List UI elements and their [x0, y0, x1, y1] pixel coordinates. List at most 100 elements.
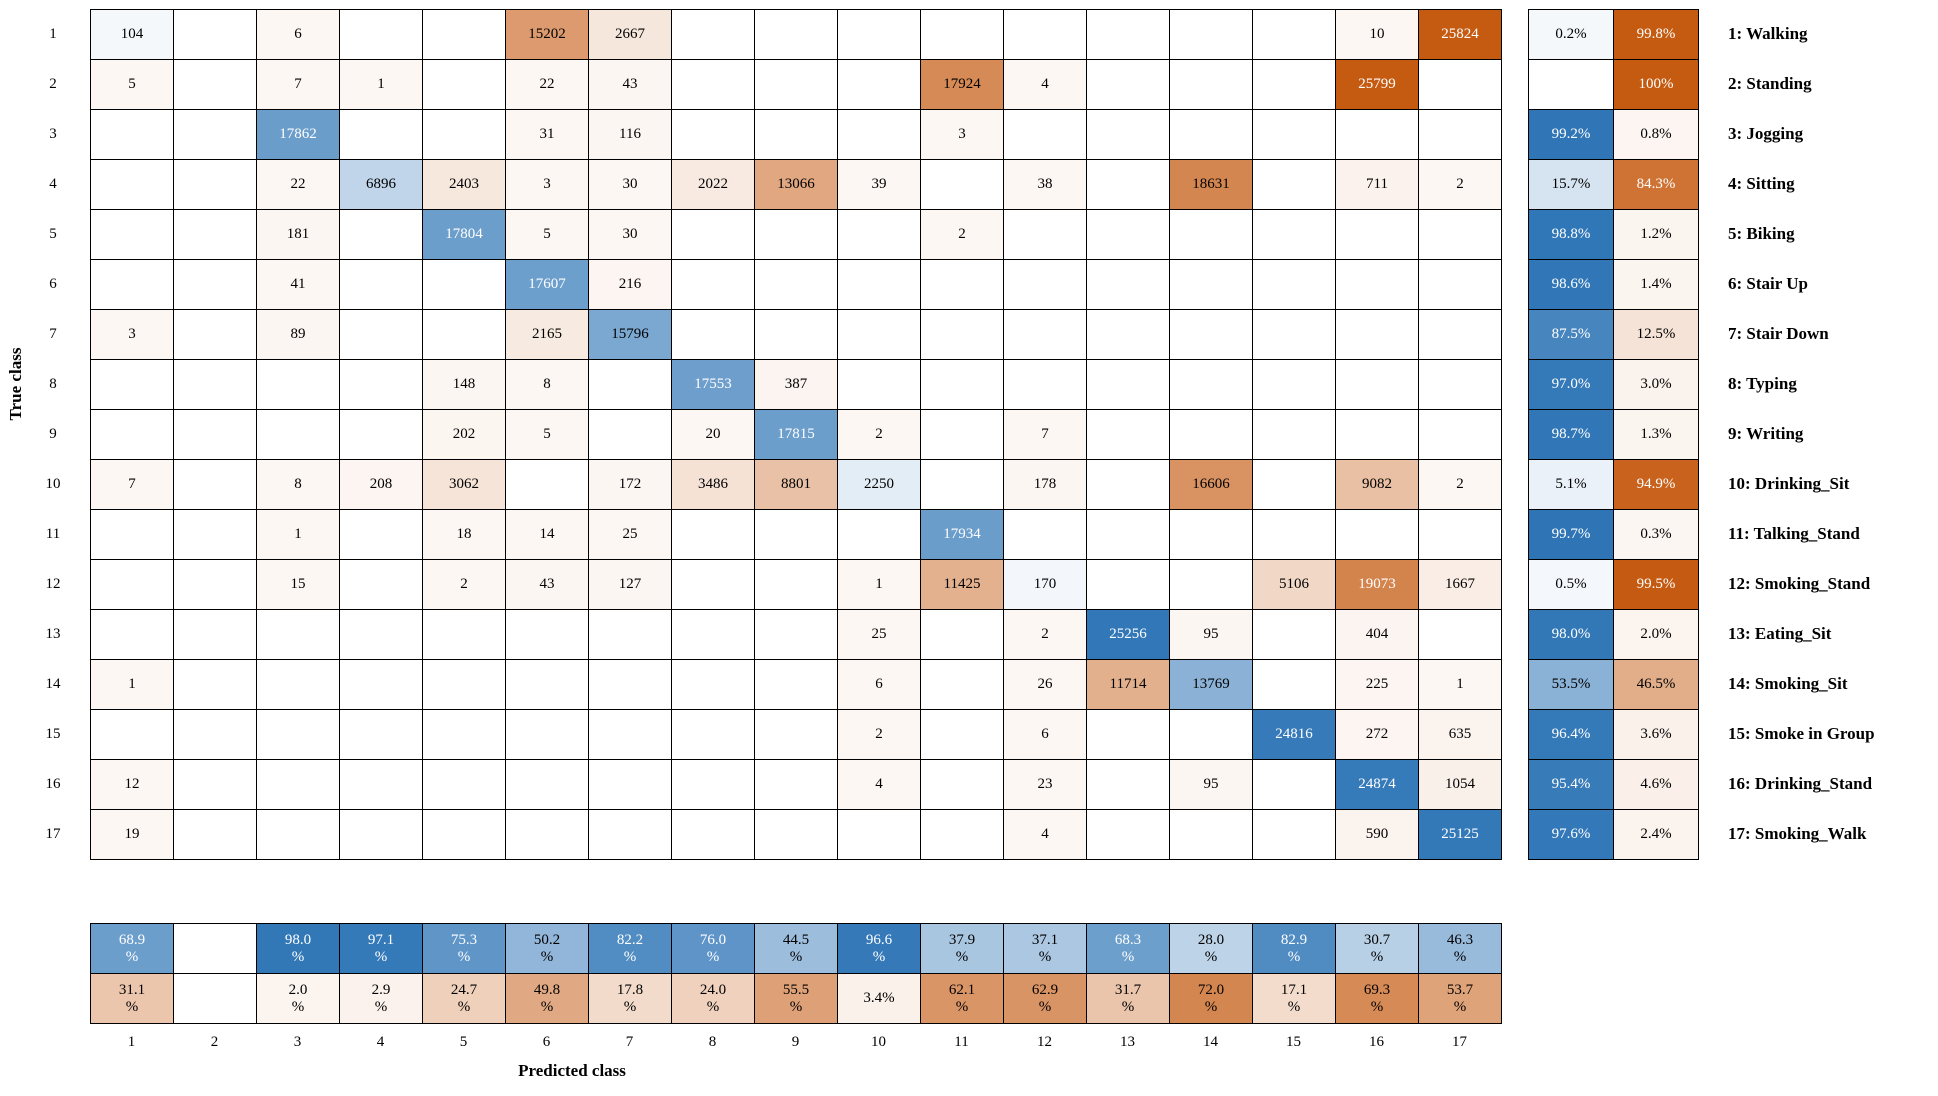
row-summary-cell: 12.5%: [1614, 310, 1699, 360]
matrix-cell: [1087, 560, 1170, 610]
matrix-cell: [672, 260, 755, 310]
matrix-cell: [1253, 10, 1336, 60]
col-summary-cell: 75.3 %: [423, 924, 506, 974]
matrix-cell: [340, 610, 423, 660]
matrix-cell: [423, 60, 506, 110]
col-summary-cell: 24.0 %: [672, 974, 755, 1024]
col-tick-label: 3: [293, 1033, 302, 1050]
row-tick-label: 3: [49, 125, 57, 142]
matrix-cell: [755, 10, 838, 60]
matrix-cell: 6: [838, 660, 921, 710]
matrix-cell: 2: [1004, 610, 1087, 660]
row-summary-cell: 98.0%: [1529, 610, 1614, 660]
legend-item: 16: Drinking_Stand: [1728, 774, 1873, 793]
matrix-cell: 2: [1419, 160, 1502, 210]
matrix-cell: 22: [257, 160, 340, 210]
col-tick-label: 17: [1452, 1033, 1467, 1050]
matrix-cell: 20: [672, 410, 755, 460]
matrix-cell: [174, 260, 257, 310]
matrix-cell: [1336, 260, 1419, 310]
col-summary-cell: 62.1 %: [921, 974, 1004, 1024]
matrix-cell: 1: [838, 560, 921, 610]
matrix-cell: 12: [91, 760, 174, 810]
col-summary-cell: 46.3 %: [1419, 924, 1502, 974]
matrix-cell: [1087, 310, 1170, 360]
matrix-cell: [838, 60, 921, 110]
col-summary-cell: 49.8 %: [506, 974, 589, 1024]
class-legend: 1: Walking 2: Standing 3: Jogging 4: Sittin…: [1728, 9, 1875, 859]
matrix-cell: [1004, 260, 1087, 310]
matrix-cell: [340, 410, 423, 460]
matrix-cell: [672, 310, 755, 360]
row-summary-cell: 0.3%: [1614, 510, 1699, 560]
matrix-cell: 404: [1336, 610, 1419, 660]
matrix-cell: [1170, 10, 1253, 60]
matrix-cell: [340, 710, 423, 760]
matrix-cell: [1004, 310, 1087, 360]
matrix-cell: [1170, 110, 1253, 160]
matrix-cell: [91, 360, 174, 410]
matrix-cell: [672, 760, 755, 810]
matrix-cell: [589, 810, 672, 860]
matrix-cell: 2: [838, 710, 921, 760]
row-summary-cell: 46.5%: [1614, 660, 1699, 710]
matrix-cell: 25: [838, 610, 921, 660]
matrix-cell: 30: [589, 160, 672, 210]
matrix-cell: [506, 610, 589, 660]
matrix-cell: [257, 710, 340, 760]
col-tick-label: 11: [954, 1033, 969, 1050]
matrix-cell: [1004, 110, 1087, 160]
matrix-cell: [1004, 10, 1087, 60]
col-tick-label: 4: [376, 1033, 385, 1050]
matrix-cell: [174, 110, 257, 160]
matrix-cell: 5: [506, 410, 589, 460]
matrix-cell: [257, 410, 340, 460]
matrix-cell: [91, 610, 174, 660]
matrix-cell: [1170, 210, 1253, 260]
matrix-cell: [1170, 260, 1253, 310]
col-summary-cell: 24.7 %: [423, 974, 506, 1024]
matrix-cell: 1054: [1419, 760, 1502, 810]
matrix-cell: [1336, 410, 1419, 460]
matrix-cell: 24874: [1336, 760, 1419, 810]
matrix-cell: 11714: [1087, 660, 1170, 710]
legend-item: 11: Talking_Stand: [1728, 524, 1860, 543]
matrix-cell: 5106: [1253, 560, 1336, 610]
row-summary-cell: 97.6%: [1529, 810, 1614, 860]
matrix-cell: [423, 660, 506, 710]
row-summary-cell: 97.0%: [1529, 360, 1614, 410]
matrix-cell: [1170, 710, 1253, 760]
matrix-cell: [838, 210, 921, 260]
legend-item: 4: Sitting: [1728, 174, 1795, 193]
matrix-cell: [589, 610, 672, 660]
matrix-cell: 11425: [921, 560, 1004, 610]
col-summary-cell: 2.0 %: [257, 974, 340, 1024]
matrix-cell: [755, 510, 838, 560]
matrix-cell: [506, 660, 589, 710]
matrix-cell: 1: [257, 510, 340, 560]
matrix-cell: [257, 610, 340, 660]
matrix-cell: [1253, 110, 1336, 160]
matrix-cell: [1087, 10, 1170, 60]
row-summary-cell: 4.6%: [1614, 760, 1699, 810]
col-summary-cell: 31.1 %: [91, 974, 174, 1024]
matrix-cell: [340, 10, 423, 60]
matrix-cell: [1170, 810, 1253, 860]
matrix-cell: [1087, 210, 1170, 260]
matrix-cell: [1087, 360, 1170, 410]
legend-item: 7: Stair Down: [1728, 324, 1829, 343]
matrix-cell: [921, 660, 1004, 710]
matrix-cell: [1087, 810, 1170, 860]
matrix-cell: 4: [1004, 810, 1087, 860]
matrix-cell: 104: [91, 10, 174, 60]
row-tick-label: 10: [45, 475, 61, 492]
matrix-cell: [589, 710, 672, 760]
matrix-cell: [755, 610, 838, 660]
matrix-cell: 23: [1004, 760, 1087, 810]
confusion-matrix-grid: 104 6 15202 2667 10 25824 5 7 1 22 43 17924 4 25799 17…: [90, 9, 1502, 860]
col-summary-cell: 82.9 %: [1253, 924, 1336, 974]
col-tick-label: 9: [791, 1033, 800, 1050]
row-tick-label: 5: [49, 225, 57, 242]
matrix-cell: [838, 260, 921, 310]
col-summary-cell: [174, 974, 257, 1024]
